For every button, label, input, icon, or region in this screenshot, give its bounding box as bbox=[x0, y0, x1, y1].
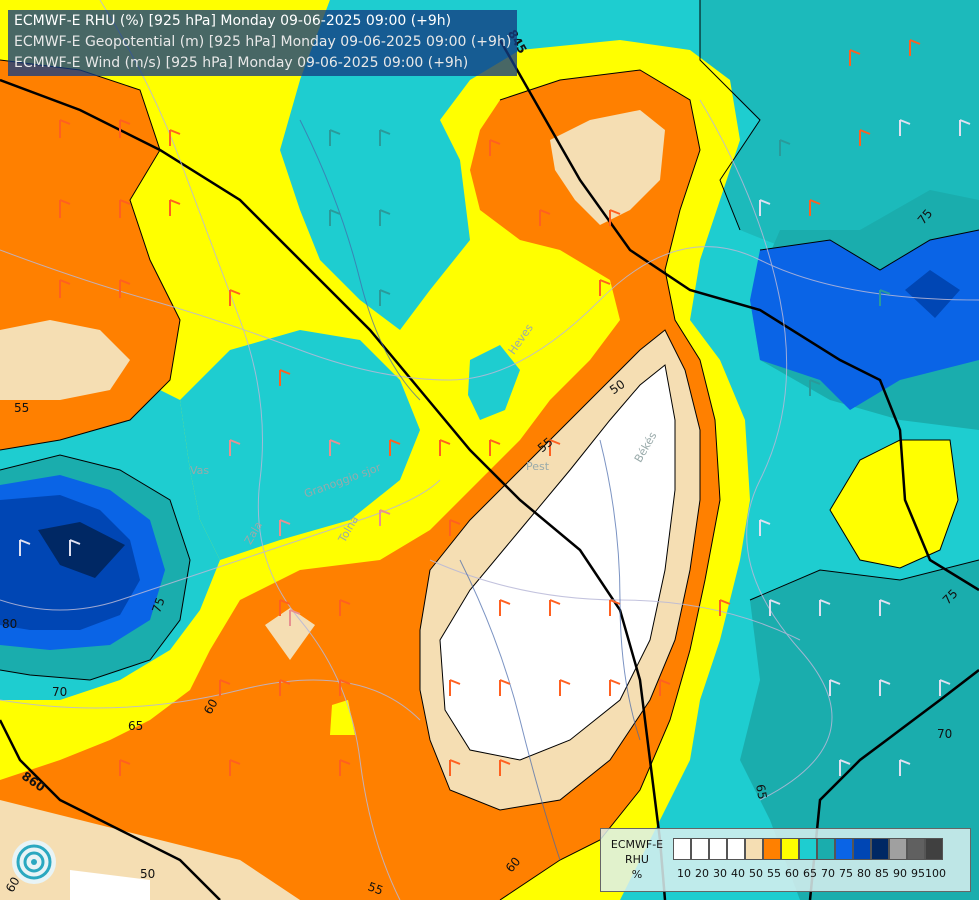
rhu-legend: ECMWF-E RHU % 10 20 30 40 50 55 60 65 70 75 80 85 90… bbox=[600, 828, 971, 892]
rhu-label: 50 bbox=[140, 867, 155, 881]
place-label: Vas bbox=[190, 464, 209, 477]
title-geopotential: ECMWF-E Geopotential (m) [925 hPa] Monda… bbox=[14, 34, 512, 50]
rivers bbox=[299, 119, 641, 861]
rhu-label: 55 bbox=[14, 401, 29, 415]
legend-swatch bbox=[853, 838, 871, 860]
legend-tick-label: 65 bbox=[803, 867, 817, 880]
geopotential-isolines bbox=[0, 39, 979, 900]
legend-unit: % bbox=[631, 868, 643, 881]
legend-tick-label: 50 bbox=[749, 867, 763, 880]
legend-swatch bbox=[673, 838, 691, 860]
title-rhu: ECMWF-E RHU (%) [925 hPa] Monday 09-06-2… bbox=[14, 13, 452, 29]
legend-swatch bbox=[907, 838, 925, 860]
legend-tick-label: 55 bbox=[767, 867, 781, 880]
wind-barbs bbox=[19, 39, 971, 776]
legend-tick-label: 10 bbox=[677, 867, 691, 880]
legend-tick-label: 90 bbox=[893, 867, 907, 880]
rhu-zone-70-westcenter bbox=[180, 330, 420, 560]
legend-swatch bbox=[817, 838, 835, 860]
place-label: Pest bbox=[526, 460, 550, 473]
rhu-label: 65 bbox=[753, 783, 769, 800]
ecmwf-logo-icon bbox=[12, 840, 56, 884]
legend-tick-label: 95 bbox=[911, 867, 925, 880]
legend-swatch bbox=[781, 838, 799, 860]
legend-title-line2: RHU bbox=[625, 853, 649, 866]
legend-tick-label: 60 bbox=[785, 867, 799, 880]
legend-swatch bbox=[925, 838, 943, 860]
rhu-zone-50-center bbox=[440, 365, 675, 760]
legend-tick-label: 85 bbox=[875, 867, 889, 880]
rhu-zone-55-northwest bbox=[0, 320, 130, 400]
rhu-label: 60 bbox=[201, 696, 221, 716]
rhu-label: 75 bbox=[149, 596, 167, 615]
rhu-zone-50-south bbox=[70, 870, 150, 900]
legend-swatch bbox=[691, 838, 709, 860]
rhu-label: 55 bbox=[366, 879, 385, 897]
legend-tick-label: 40 bbox=[731, 867, 745, 880]
rhu-zone-55-north bbox=[550, 110, 665, 225]
legend-swatch bbox=[871, 838, 889, 860]
legend-tick-label: 80 bbox=[857, 867, 871, 880]
rhu-zone-70-east bbox=[740, 560, 979, 900]
legend-tick-label: 75 bbox=[839, 867, 853, 880]
map-title-box: ECMWF-E RHU (%) [925 hPa] Monday 09-06-2… bbox=[8, 10, 518, 76]
rhu-label: 65 bbox=[128, 719, 143, 733]
legend-tick-label: 20 bbox=[695, 867, 709, 880]
legend-tick-label: 30 bbox=[713, 867, 727, 880]
rhu-zone-55-sw-dot bbox=[265, 608, 315, 660]
rhu-zone-70-heves bbox=[468, 345, 520, 420]
rhu-contour-labels: 55 75 80 70 65 60 55 50 50 60 65 75 75 7… bbox=[2, 206, 961, 897]
legend-swatch bbox=[727, 838, 745, 860]
legend-title: ECMWF-E RHU % bbox=[605, 837, 669, 882]
legend-tick-label: 70 bbox=[821, 867, 835, 880]
rhu-zone-65-east bbox=[830, 440, 958, 568]
legend-ticks: 10 20 30 40 50 55 60 65 70 75 80 85 90 95 100 bbox=[673, 867, 946, 880]
legend-swatch bbox=[889, 838, 907, 860]
legend-swatches bbox=[673, 838, 943, 860]
rhu-label: 70 bbox=[52, 685, 67, 699]
rhu-label: 80 bbox=[2, 617, 17, 631]
title-wind: ECMWF-E Wind (m/s) [925 hPa] Monday 09-0… bbox=[14, 55, 469, 71]
legend-tick-label: 100 bbox=[925, 867, 946, 880]
rhu-zone-80-east bbox=[905, 270, 960, 318]
legend-swatch bbox=[763, 838, 781, 860]
legend-swatch bbox=[799, 838, 817, 860]
rhu-label: 60 bbox=[3, 874, 23, 894]
legend-swatch bbox=[835, 838, 853, 860]
rhu-zone-90-west bbox=[38, 522, 125, 578]
legend-title-line1: ECMWF-E bbox=[610, 838, 664, 851]
rhu-label: 70 bbox=[937, 727, 952, 741]
legend-swatch bbox=[709, 838, 727, 860]
rhu-zone-75-east bbox=[750, 230, 979, 410]
legend-swatch bbox=[745, 838, 763, 860]
